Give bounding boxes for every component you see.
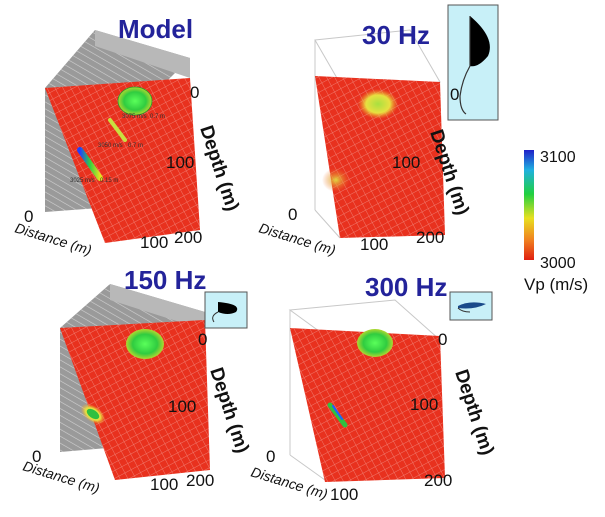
distance-tick: 0 (288, 205, 297, 224)
panel-title: 30 Hz (362, 20, 430, 50)
distance-axis-label: Distance (m) (21, 458, 102, 497)
distance-tick: 100 (360, 235, 388, 254)
distance-tick: 0 (266, 447, 275, 466)
distance-axis-label: Distance (m) (249, 464, 330, 503)
panel-model: 3075 m/s 0.7 m 3050 m/s 0.7 m 3025 m/s 0… (13, 14, 242, 258)
wavelet-inset (204, 291, 248, 329)
annotation: 3075 m/s (122, 114, 147, 120)
depth-tick: 0 (198, 330, 207, 349)
top-wall (110, 284, 205, 330)
depth-tick: 0 (438, 330, 447, 349)
anomaly-sphere (118, 87, 152, 115)
depth-tick: 100 (166, 153, 194, 172)
panel-150hz: 150 Hz 0 100 200 Depth (m) 0 100 Distanc… (21, 265, 252, 496)
depth-tick: 0 (190, 83, 199, 102)
annotation: 3050 m/s (98, 143, 123, 149)
distance-tick: 0 (32, 447, 41, 466)
annotation: 0.7 m (128, 143, 143, 149)
colorbar-quantity-label: Vp (m/s) (524, 275, 588, 294)
depth-axis-label: Depth (m) (205, 365, 252, 456)
depth-tick: 100 (168, 397, 196, 416)
depth-tick: 200 (416, 228, 444, 247)
colorbar-gradient (524, 150, 534, 260)
depth-tick: 100 (392, 153, 420, 172)
depth-tick: 100 (410, 395, 438, 414)
panel-title: 150 Hz (124, 265, 206, 295)
anomaly-rod-lower (77, 147, 103, 181)
depth-tick: 200 (174, 228, 202, 247)
distance-tick: 100 (150, 475, 178, 494)
anomaly-rod (327, 402, 348, 428)
panel-title: 300 Hz (365, 272, 447, 302)
distance-axis-label: Distance (m) (13, 220, 94, 259)
panel-300hz: 300 Hz 0 100 200 Depth (m) 0 100 Distanc… (249, 272, 497, 504)
annotation: 0.7 m (150, 114, 165, 120)
colorbar-min-label: 3000 (540, 255, 576, 272)
anomaly-sphere (358, 89, 398, 119)
colorbar: 3100 3000 Vp (m/s) (524, 149, 588, 294)
depth-axis-label: Depth (m) (450, 367, 497, 458)
wavelet-inset: 0 (447, 4, 499, 121)
depth-tick: 200 (424, 471, 452, 490)
distance-tick: 100 (330, 485, 358, 504)
distance-tick: 100 (140, 233, 168, 252)
anomaly-sphere (357, 329, 393, 357)
top-wall (95, 30, 190, 78)
anomaly-faint (322, 168, 350, 192)
anomaly-sphere (126, 329, 164, 359)
panel-title: Model (118, 14, 193, 44)
inset-label: 0 (450, 85, 459, 104)
depth-axis-label: Depth (m) (195, 123, 242, 214)
distance-tick: 0 (24, 207, 33, 226)
annotation: 0.15 m (100, 178, 118, 184)
colorbar-max-label: 3100 (540, 149, 576, 166)
anomaly-rod-upper (108, 118, 127, 142)
annotation: 3025 m/s (70, 178, 95, 184)
depth-tick: 200 (186, 471, 214, 490)
distance-axis-label: Distance (m) (257, 220, 338, 259)
panel-30hz: 30 Hz 0 100 200 Depth (m) 0 100 Distance… (257, 4, 499, 259)
wavelet-inset (449, 291, 493, 321)
